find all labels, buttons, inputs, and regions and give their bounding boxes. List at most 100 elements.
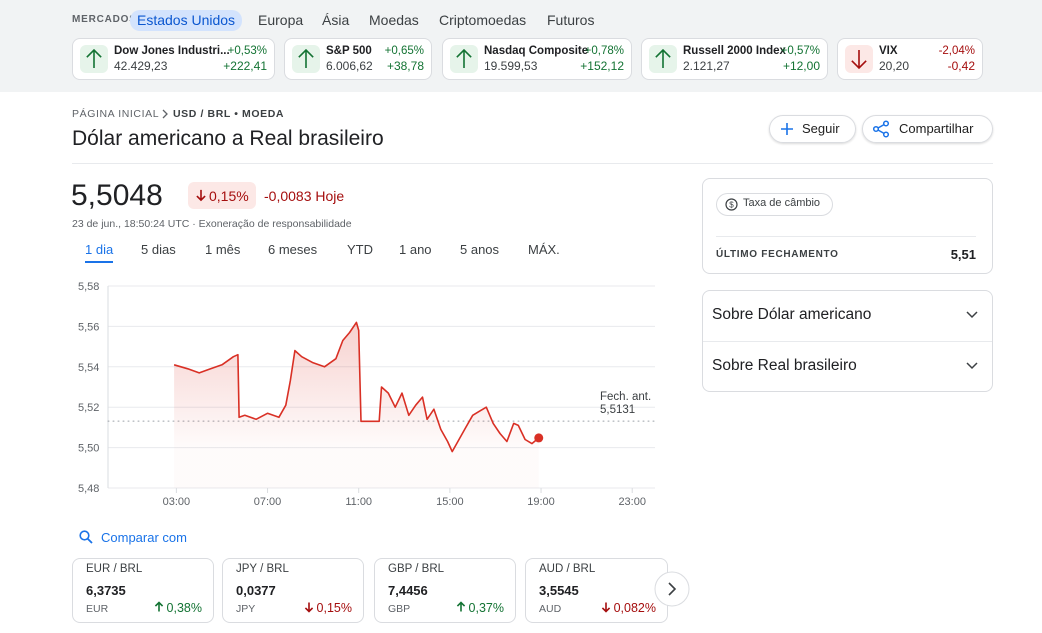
ticker-change: +222,41 bbox=[223, 59, 267, 73]
range-tab[interactable]: 6 meses bbox=[268, 242, 318, 257]
compare-icon bbox=[79, 530, 93, 544]
market-tab[interactable]: Ásia bbox=[322, 12, 350, 28]
range-tab[interactable]: 1 dia bbox=[85, 242, 114, 263]
rate-chip bbox=[716, 193, 833, 216]
page-title: Dólar americano a Real brasileiro bbox=[72, 127, 384, 150]
ticker-change: +12,00 bbox=[782, 59, 820, 73]
change-pill bbox=[188, 182, 256, 209]
compare-price: 6,3735 bbox=[86, 583, 126, 598]
rate-card bbox=[702, 178, 993, 274]
ticker-price: 6.006,62 bbox=[326, 59, 373, 73]
markets-label: MERCADOS bbox=[72, 14, 137, 25]
compare-pair: JPY / BRL bbox=[236, 563, 289, 575]
compare-card[interactable] bbox=[374, 558, 516, 623]
compare-label[interactable]: Comparar com bbox=[101, 530, 187, 545]
expand-chevron bbox=[966, 362, 978, 370]
breadcrumb-home[interactable]: PÁGINA INICIAL bbox=[72, 108, 160, 120]
ticker-price: 19.599,53 bbox=[484, 59, 538, 73]
follow-label[interactable]: Seguir bbox=[802, 121, 840, 136]
ticker-name: S&P 500 bbox=[326, 45, 372, 57]
ticker-change-pct: +0,57% bbox=[780, 45, 820, 57]
ticker-change: +152,12 bbox=[580, 59, 624, 73]
range-tab[interactable]: 1 mês bbox=[205, 242, 241, 257]
market-tab[interactable]: Criptomoedas bbox=[439, 12, 527, 28]
follow-button[interactable] bbox=[769, 115, 856, 143]
rate-divider bbox=[716, 236, 976, 237]
y-tick-label: 5,48 bbox=[78, 483, 99, 495]
about-divider bbox=[703, 341, 992, 342]
price: 5,5048 bbox=[71, 179, 163, 212]
range-tab[interactable]: YTD bbox=[347, 242, 373, 257]
x-tick-label: 11:00 bbox=[345, 496, 372, 508]
range-tab[interactable]: 5 anos bbox=[460, 242, 500, 257]
ticker-change-pct: -2,04% bbox=[938, 45, 975, 57]
follow-icon bbox=[781, 123, 793, 135]
compare-card[interactable] bbox=[72, 558, 214, 623]
ticker-change-pct: +0,78% bbox=[584, 45, 624, 57]
range-tab[interactable]: 5 dias bbox=[141, 242, 176, 257]
compare-card[interactable] bbox=[525, 558, 668, 623]
share-button[interactable] bbox=[862, 115, 993, 143]
ticker-name: Russell 2000 Index bbox=[683, 45, 786, 57]
x-tick-label: 07:00 bbox=[254, 496, 282, 508]
range-tab[interactable]: 1 ano bbox=[399, 242, 432, 257]
price-chart: 5,48 5,50 5,52 5,54 5,56 5,58 03:00 07:00 11:00 1… bbox=[78, 281, 656, 508]
about-item[interactable]: Sobre Real brasileiro bbox=[712, 357, 857, 374]
rate-chip-label: Taxa de câmbio bbox=[743, 197, 821, 209]
compare-price: 0,0377 bbox=[236, 583, 276, 598]
previous-close-value: 5,5131 bbox=[600, 404, 635, 416]
change-abs: -0,0083 Hoje bbox=[264, 188, 345, 204]
ticker-arrow bbox=[649, 45, 677, 73]
ticker-price: 42.429,23 bbox=[114, 59, 168, 73]
ticker-name: Dow Jones Industri... bbox=[114, 45, 230, 57]
last-close-label: ÚLTIMO FECHAMENTO bbox=[716, 249, 839, 260]
about-item[interactable]: Sobre Dólar americano bbox=[712, 306, 872, 323]
price-area bbox=[174, 322, 539, 488]
compare-arrow bbox=[154, 601, 163, 612]
market-tab[interactable]: Estados Unidos bbox=[130, 10, 243, 31]
compare-price: 3,5545 bbox=[539, 583, 579, 598]
rate-chip-icon: $ bbox=[725, 198, 738, 211]
breadcrumb-chevron bbox=[162, 109, 168, 119]
price-line bbox=[173, 321, 540, 453]
compare-arrow bbox=[456, 601, 465, 612]
last-close-value: 5,51 bbox=[950, 247, 976, 262]
previous-close-label: Fech. ant. bbox=[600, 391, 651, 403]
change-pct: 0,15% bbox=[209, 188, 249, 204]
y-tick-label: 5,58 bbox=[78, 281, 99, 293]
timestamp: 23 de jun., 18:50:24 UTC · Exoneração de… bbox=[72, 218, 352, 230]
ticker-arrow bbox=[80, 45, 108, 73]
compare-pair: AUD / BRL bbox=[539, 563, 596, 575]
compare-change: 0,082% bbox=[613, 601, 656, 615]
market-tab[interactable]: Europa bbox=[258, 12, 304, 28]
market-tab[interactable]: Futuros bbox=[547, 12, 595, 28]
compare-code: EUR bbox=[86, 603, 109, 615]
ticker-change: +38,78 bbox=[386, 59, 424, 73]
compare-price: 7,4456 bbox=[388, 583, 428, 598]
next-button[interactable] bbox=[654, 571, 690, 607]
ticker-arrow bbox=[845, 45, 873, 73]
x-tick-label: 03:00 bbox=[163, 496, 191, 508]
compare-change: 0,15% bbox=[316, 601, 352, 615]
breadcrumb-current: USD / BRL • MOEDA bbox=[173, 108, 285, 120]
compare-code: JPY bbox=[236, 603, 256, 615]
market-tab[interactable]: Moedas bbox=[369, 12, 419, 28]
ticker-price: 2.121,27 bbox=[683, 59, 730, 73]
compare-arrow bbox=[601, 602, 610, 613]
ticker-change: -0,42 bbox=[947, 59, 975, 73]
compare-arrow bbox=[304, 602, 313, 613]
ticker-arrow bbox=[450, 45, 478, 73]
ticker-change-pct: +0,53% bbox=[227, 45, 267, 57]
y-tick-label: 5,56 bbox=[78, 321, 99, 333]
svg-text:$: $ bbox=[729, 201, 734, 210]
x-tick-label: 23:00 bbox=[618, 496, 646, 508]
x-tick-label: 15:00 bbox=[436, 496, 464, 508]
ticker-name: VIX bbox=[879, 45, 898, 57]
share-icon bbox=[872, 120, 890, 138]
share-label[interactable]: Compartilhar bbox=[899, 121, 974, 136]
ticker-name: Nasdaq Composite bbox=[484, 45, 589, 57]
compare-card[interactable] bbox=[222, 558, 364, 623]
compare-code: AUD bbox=[539, 603, 562, 615]
range-tab[interactable]: MÁX. bbox=[528, 242, 560, 257]
